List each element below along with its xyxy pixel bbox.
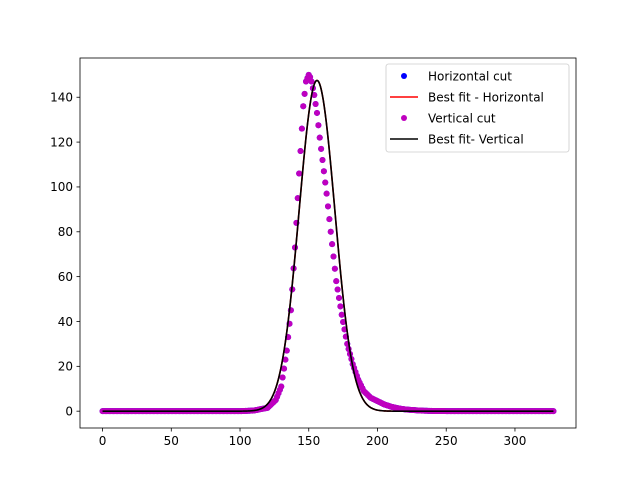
data-point [298, 125, 305, 132]
legend-label: Best fit - Horizontal [428, 90, 544, 104]
data-point [308, 78, 315, 85]
series-line-best-fit-vertical [102, 79, 554, 412]
y-tick-label: 120 [50, 135, 73, 149]
data-point [323, 190, 330, 197]
legend-label: Vertical cut [428, 111, 496, 125]
data-point [327, 228, 334, 235]
x-tick-label: 250 [435, 434, 458, 448]
plot-marks [99, 71, 557, 415]
y-axis: 0 20 40 60 80 100 120 140 [50, 91, 80, 418]
data-point [329, 241, 336, 248]
data-point [336, 294, 342, 301]
data-point [312, 100, 319, 107]
x-tick-label: 200 [366, 434, 389, 448]
x-tick-label: 0 [99, 434, 107, 448]
x-axis: 0 50 100 150 200 250 300 [99, 428, 527, 448]
data-point [319, 157, 326, 164]
data-point [337, 303, 344, 310]
data-point [301, 90, 308, 97]
plot-frame [79, 57, 577, 429]
y-tick-label: 140 [50, 91, 73, 105]
data-point [314, 109, 320, 116]
data-point [300, 103, 307, 110]
data-point [296, 170, 303, 177]
x-tick-label: 300 [504, 434, 527, 448]
x-tick-label: 100 [229, 434, 252, 448]
x-tick-label: 150 [297, 434, 320, 448]
data-point [283, 347, 290, 354]
y-tick-label: 80 [58, 225, 73, 239]
data-point [320, 168, 327, 175]
data-point [331, 265, 338, 272]
data-point [315, 122, 322, 129]
y-tick-label: 100 [50, 180, 73, 194]
data-point [340, 319, 347, 326]
legend: Horizontal cut Best fit - Horizontal Verti… [385, 63, 570, 153]
data-point [334, 286, 341, 293]
data-point [294, 195, 301, 202]
legend-marker-swatch [401, 115, 407, 121]
x-tick-label: 50 [164, 434, 179, 448]
series-points-vertical-cut [99, 71, 557, 415]
data-point [278, 383, 285, 390]
legend-label: Horizontal cut [428, 69, 512, 83]
legend-marker-swatch [401, 73, 407, 79]
data-point [326, 216, 333, 223]
data-point [333, 278, 340, 285]
y-tick-label: 40 [58, 315, 73, 329]
data-point [330, 253, 337, 260]
data-point [325, 203, 331, 210]
y-tick-label: 20 [58, 360, 73, 374]
data-point [316, 134, 323, 141]
data-point [282, 356, 289, 363]
data-point [281, 365, 288, 372]
legend-box [385, 63, 570, 153]
data-point [338, 311, 345, 318]
data-point [279, 374, 286, 381]
y-tick-label: 60 [58, 270, 73, 284]
data-point [322, 179, 329, 186]
data-point [318, 145, 325, 152]
data-point [297, 148, 304, 155]
legend-label: Best fit- Vertical [428, 132, 524, 146]
y-tick-label: 0 [65, 404, 73, 418]
